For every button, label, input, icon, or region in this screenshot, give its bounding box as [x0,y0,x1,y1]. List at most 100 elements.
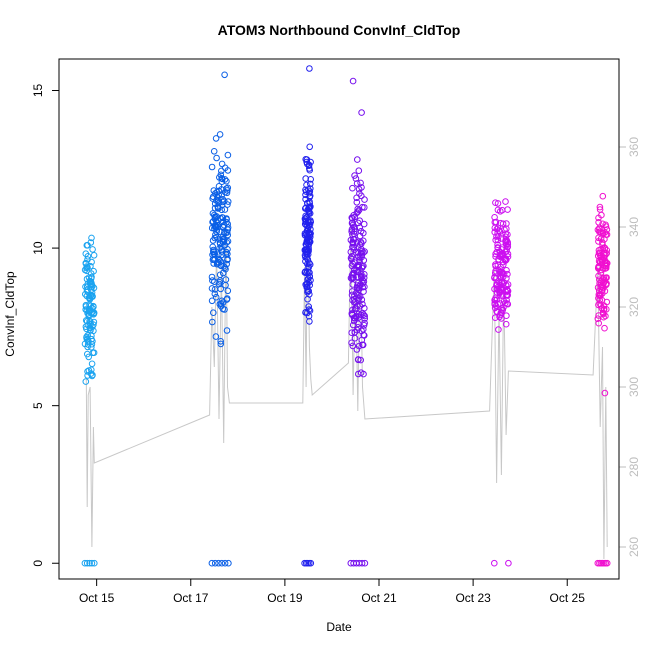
scatter-point [87,318,94,326]
zero-point [215,559,222,567]
scatter-point [217,338,224,345]
scatter-point [88,234,95,242]
scatter-point [503,286,511,293]
scatter-point [85,367,93,374]
scatter-point [492,199,499,206]
scatter-point [302,186,309,194]
x-tick-label: Oct 21 [361,591,397,605]
scatter-point [213,154,220,162]
scatter-point [87,239,95,246]
scatter-point [504,250,512,258]
scatter-point [214,193,221,201]
scatter-point [356,190,363,197]
scatter-point [305,287,313,295]
scatter-point [502,256,510,264]
scatter-point [599,256,606,263]
scatter-point [89,349,97,357]
scatter-point [354,208,362,215]
scatter-point [355,167,363,174]
scatter-point [210,309,217,317]
x-tick-label: Oct 23 [455,591,491,605]
scatter-point [597,283,605,291]
scatter-point [595,263,602,270]
zero-point [225,559,232,567]
scatter-point [601,324,608,332]
scatter-point [221,229,228,237]
scatter-point [216,174,223,181]
scatter-point [303,160,311,168]
scatter-point [81,266,89,274]
scatter-point [305,275,312,282]
scatter-point [596,206,604,213]
scatter-point [602,250,609,257]
scatter-point [348,214,356,221]
scatter-point [357,227,365,235]
scatter-point [493,286,501,293]
scatter-point [210,248,218,256]
scatter-point [493,233,500,240]
scatter-point [491,314,499,322]
scatter-point [350,269,358,277]
scatter-point [224,187,231,194]
scatter-point [353,326,361,334]
scatter-point [305,306,313,313]
scatter-point [223,218,230,226]
zero-point [81,559,89,567]
scatter-point [215,255,222,263]
scatter-point [303,241,310,249]
scatter-point [304,288,311,296]
scatter-point [90,318,98,326]
scatter-point [349,342,357,350]
scatter-point [348,252,356,260]
scatter-point [359,341,367,349]
scatter-point [492,267,499,275]
scatter-point [224,250,231,258]
scatter-point [497,286,505,294]
scatter-point [595,247,603,254]
scatter-point [90,252,98,259]
scatter-point [88,258,95,266]
zero-point [505,559,512,567]
scatter-point [88,281,95,289]
plot-layer: Oct 15 Oct 17 Oct 19 Oct 21 Oct 23 Oct 25 0 5 10… [31,65,641,605]
scatter-point [600,306,608,314]
scatter-point [305,189,313,197]
scatter-point [90,267,97,275]
zero-point [218,559,226,567]
scatter-point [351,266,358,274]
zero-point [307,559,315,567]
scatter-point [83,263,91,270]
zero-point [361,559,369,567]
scatter-point [602,259,610,267]
scatter-point [357,356,365,364]
scatter-point [83,336,91,344]
scatter-point [210,148,218,155]
scatter-point [90,310,98,318]
scatter-point [491,296,498,304]
scatter-point [499,220,507,227]
scatter-point [361,304,368,312]
x-tick-label: Oct 25 [550,591,586,605]
scatter-point [302,175,310,182]
scatter-point [354,268,362,276]
scatter-point [212,333,220,340]
scatter-point [304,295,311,303]
scatter-point [504,206,511,213]
scatter-point [494,206,502,214]
scatter-point [306,259,313,267]
scatter-point [595,219,602,226]
scatter-point [86,301,93,309]
scatter-point [222,265,229,273]
outlier-point [358,109,365,116]
scatter-point [354,279,362,287]
scatter-point [215,183,223,190]
y2-tick-label: 280 [627,457,641,477]
scatter-point [497,274,505,282]
scatter-point [498,252,506,260]
scatter-point [82,317,90,324]
scatter-point [305,207,312,215]
scatter-point [84,309,91,317]
scatter-point [494,244,502,252]
scatter-point [209,318,216,326]
scatter-point [304,199,311,207]
